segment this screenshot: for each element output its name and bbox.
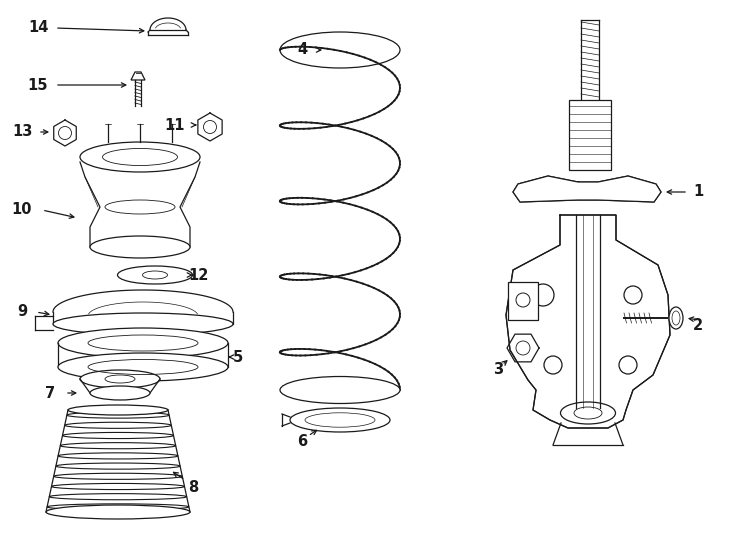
Text: 9: 9 [17,305,27,320]
Ellipse shape [105,200,175,214]
Ellipse shape [90,386,150,400]
Ellipse shape [80,370,160,388]
Polygon shape [513,176,661,202]
Ellipse shape [58,328,228,358]
Ellipse shape [561,402,616,424]
Ellipse shape [67,412,169,418]
Bar [569,100,611,170]
Text: 6: 6 [297,435,307,449]
Text: 4: 4 [297,43,307,57]
Text: 14: 14 [28,21,48,36]
Ellipse shape [46,505,190,519]
Polygon shape [506,215,670,428]
Ellipse shape [49,494,186,500]
Text: 10: 10 [12,202,32,218]
Ellipse shape [65,422,171,428]
Polygon shape [131,72,145,80]
Text: 13: 13 [12,125,32,139]
Ellipse shape [51,483,184,490]
Ellipse shape [290,408,390,432]
Ellipse shape [80,142,200,172]
Ellipse shape [90,236,190,258]
Text: 12: 12 [188,267,208,282]
Ellipse shape [60,443,175,449]
Text: 7: 7 [45,386,55,401]
Ellipse shape [47,504,189,510]
Text: 5: 5 [233,349,243,364]
Ellipse shape [68,405,168,415]
Ellipse shape [54,473,182,480]
Text: 8: 8 [188,481,198,496]
Ellipse shape [103,148,178,165]
Text: 11: 11 [164,118,185,132]
Text: 1: 1 [693,185,703,199]
Text: 2: 2 [693,318,703,333]
Ellipse shape [669,307,683,329]
Ellipse shape [56,463,180,469]
Ellipse shape [58,453,178,459]
Bar [508,282,538,320]
Text: 3: 3 [493,362,503,377]
Text: 15: 15 [28,78,48,92]
Ellipse shape [280,32,400,68]
Ellipse shape [62,433,173,438]
Ellipse shape [53,313,233,335]
Ellipse shape [117,266,192,284]
Ellipse shape [58,353,228,381]
Ellipse shape [280,376,400,403]
